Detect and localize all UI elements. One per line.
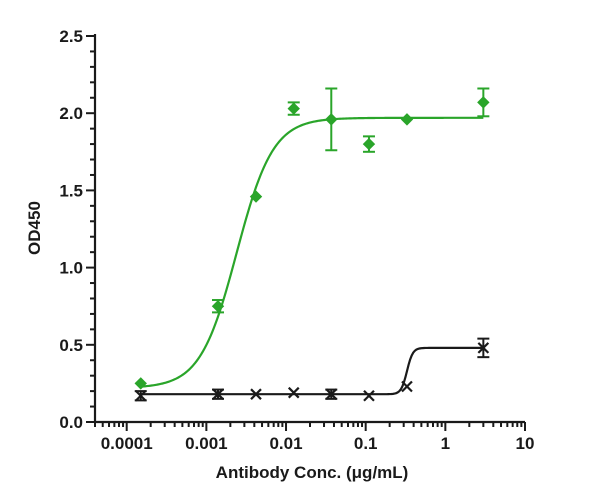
data-point (362, 137, 376, 151)
x-marker-stroke (134, 389, 147, 402)
data-point (325, 113, 338, 126)
data-points (134, 87, 490, 402)
y-axis-title: OD450 (25, 201, 44, 255)
x-tick-label: 10 (516, 434, 535, 453)
x-marker-stroke (212, 388, 224, 400)
x-marker-stroke (401, 380, 413, 393)
x-tick-label: 0.0001 (101, 434, 153, 453)
y-tick-label: 2.5 (59, 27, 83, 46)
x-tick-label: 0.001 (185, 434, 228, 453)
y-tick-label: 0.5 (59, 336, 83, 355)
x-tick-label: 1 (441, 434, 450, 453)
x-marker-stroke (250, 388, 262, 400)
data-point (211, 299, 225, 313)
data-point (250, 388, 262, 400)
data-point (363, 389, 375, 402)
x-axis-title: Antibody Conc. (μg/mL) (216, 463, 409, 482)
data-point (212, 388, 224, 400)
data-point (477, 342, 490, 354)
data-point (249, 190, 263, 203)
y-tick-label: 1.0 (59, 259, 83, 278)
data-point (287, 386, 300, 399)
ticks: 0.0 0.5 1.0 1.5 2.0 2.5 0.0001 0.001 0.01 0.1 1 10 (59, 27, 534, 453)
x-marker-stroke (363, 389, 375, 402)
fit-curves (140, 116, 484, 396)
x-marker-stroke (477, 342, 490, 354)
x-marker-stroke (325, 388, 338, 400)
data-point (477, 96, 490, 109)
data-point (134, 377, 147, 390)
data-point (401, 380, 413, 393)
data-point (400, 113, 414, 126)
data-point (287, 102, 300, 115)
y-tick-label: 0.0 (59, 413, 83, 432)
axes (93, 34, 525, 424)
data-point (134, 389, 147, 402)
x-tick-label: 0.01 (269, 434, 302, 453)
x-marker-stroke (287, 386, 300, 399)
y-tick-label: 2.0 (59, 104, 83, 123)
fit-curve (140, 346, 484, 396)
x-tick-label: 0.1 (354, 434, 378, 453)
data-point (325, 388, 338, 400)
fit-curve (140, 116, 484, 388)
y-tick-label: 1.5 (59, 181, 83, 200)
